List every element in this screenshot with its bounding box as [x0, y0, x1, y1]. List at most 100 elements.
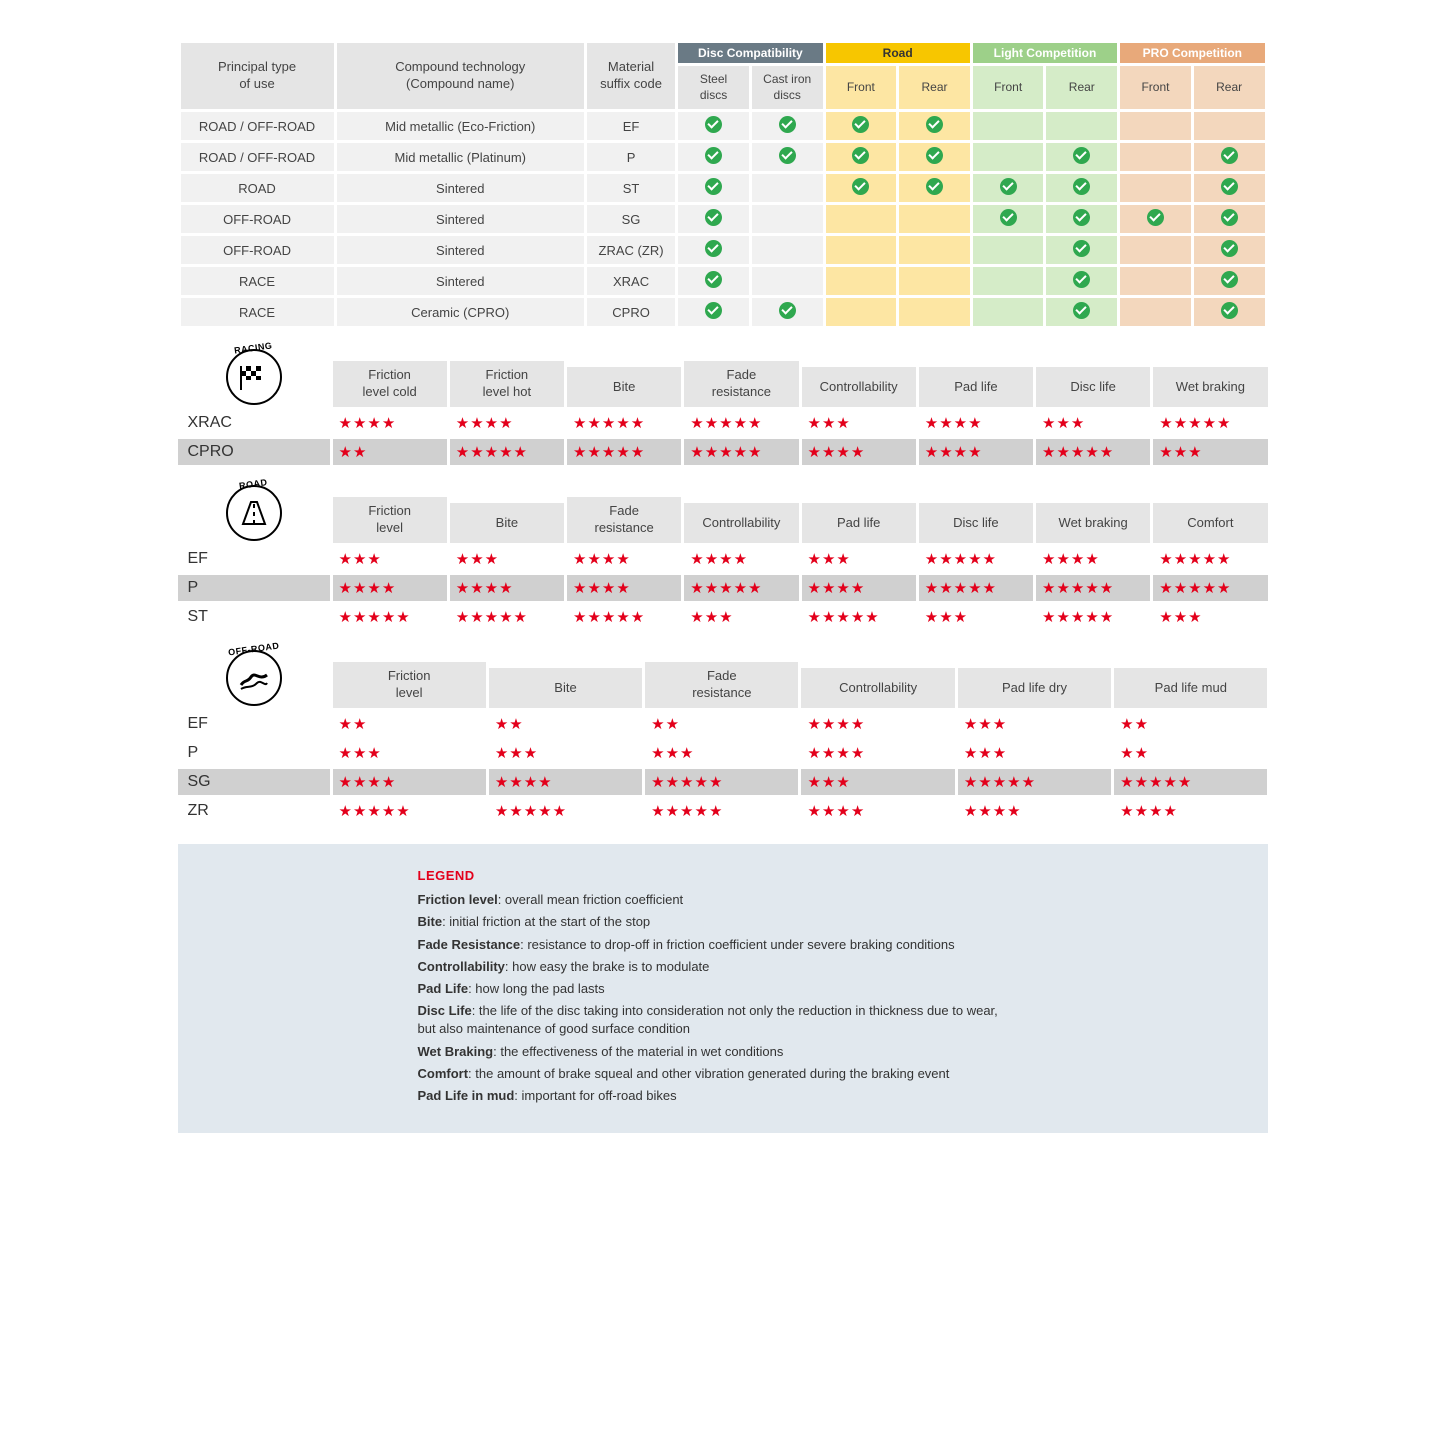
cell-compound: Sintered: [337, 205, 584, 233]
cell-mark: [1194, 205, 1265, 233]
cell-mark: [899, 143, 970, 171]
cell-mark: [973, 143, 1044, 171]
check-icon: [1000, 178, 1017, 195]
check-icon: [926, 116, 943, 133]
rating-label: P: [178, 575, 330, 601]
rating-label: CPRO: [178, 439, 330, 465]
rating-cell: ★★★: [489, 740, 642, 766]
cell-mark: [826, 236, 897, 264]
cell-mark: [752, 143, 823, 171]
star-icon: ★★★: [964, 744, 1007, 762]
rating-cell: ★★★★★: [333, 604, 447, 630]
star-icon: ★★★★★: [456, 608, 528, 626]
star-icon: ★★★★★: [339, 608, 411, 626]
rating-cell: ★★★: [958, 711, 1111, 737]
check-icon: [1073, 271, 1090, 288]
cell-mark: [752, 174, 823, 202]
rating-cell: ★★★★★: [567, 439, 681, 465]
check-icon: [852, 116, 869, 133]
rating-header: Bite: [450, 503, 564, 543]
rating-cell: ★★★★★: [1036, 604, 1150, 630]
star-icon: ★★★★★: [925, 579, 997, 597]
rating-label: EF: [178, 546, 330, 572]
star-icon: ★★★★★: [651, 773, 723, 791]
rating-cell: ★★★★★: [684, 575, 798, 601]
rating-header: Controllability: [802, 367, 916, 407]
cell-mark: [1194, 298, 1265, 326]
rating-cell: ★★★★: [801, 798, 954, 824]
cell-compound: Mid metallic (Eco-Friction): [337, 112, 584, 140]
rating-header: Pad life: [802, 503, 916, 543]
check-icon: [705, 302, 722, 319]
rating-row: EF★★★★★★★★★★★★★★★: [178, 711, 1268, 737]
cell-mark: [752, 298, 823, 326]
sub-header: Steeldiscs: [678, 66, 749, 109]
check-icon: [1073, 209, 1090, 226]
star-icon: ★★★★: [573, 579, 631, 597]
cell-mark: [678, 267, 749, 295]
rating-cell: ★★★★★: [919, 575, 1033, 601]
rating-cell: ★★★★: [919, 439, 1033, 465]
rating-header: Frictionlevel cold: [333, 361, 447, 407]
cell-mark: [1120, 174, 1191, 202]
star-icon: ★★★: [964, 715, 1007, 733]
rating-cell: ★★★★★: [450, 439, 564, 465]
star-icon: ★★★★★: [573, 443, 645, 461]
rating-cell: ★★★★★: [645, 769, 798, 795]
rating-cell: ★★★: [1153, 439, 1267, 465]
cell-mark: [1120, 267, 1191, 295]
cell-mark: [973, 205, 1044, 233]
check-icon: [926, 147, 943, 164]
rating-cell: ★★★: [333, 740, 486, 766]
star-icon: ★★★★★: [456, 443, 528, 461]
sub-header: Cast irondiscs: [752, 66, 823, 109]
rating-label: ZR: [178, 798, 330, 824]
star-icon: ★★★: [339, 744, 382, 762]
rating-header: Disc life: [1036, 367, 1150, 407]
rating-header: Controllability: [684, 503, 798, 543]
star-icon: ★★★★★: [1120, 773, 1192, 791]
star-icon: ★★★★: [1120, 802, 1178, 820]
cell-code: ZRAC (ZR): [587, 236, 675, 264]
rating-cell: ★★★★★: [567, 410, 681, 436]
rating-header: Wet braking: [1153, 367, 1267, 407]
rating-section: ROADFrictionlevelBiteFaderesistanceContr…: [178, 483, 1268, 630]
check-icon: [705, 271, 722, 288]
group-disc: Disc Compatibility: [678, 43, 822, 63]
star-icon: ★★: [1120, 715, 1149, 733]
legend-item: Bite: initial friction at the start of t…: [418, 913, 1244, 931]
cell-mark: [826, 298, 897, 326]
compatibility-table: Principal typeof use Compound technology…: [178, 40, 1268, 329]
rating-cell: ★★★★★: [333, 798, 486, 824]
star-icon: ★★★: [1159, 608, 1202, 626]
star-icon: ★★★: [1042, 414, 1085, 432]
rating-label: XRAC: [178, 410, 330, 436]
check-icon: [705, 209, 722, 226]
rating-cell: ★★★★★: [684, 439, 798, 465]
rating-cell: ★★: [333, 711, 486, 737]
star-icon: ★★★: [808, 414, 851, 432]
sub-header: Front: [826, 66, 897, 109]
cell-compound: Ceramic (CPRO): [337, 298, 584, 326]
rating-label: ST: [178, 604, 330, 630]
cell-code: P: [587, 143, 675, 171]
legend-item: Friction level: overall mean friction co…: [418, 891, 1244, 909]
check-icon: [1221, 178, 1238, 195]
cell-mark: [678, 236, 749, 264]
rating-cell: ★★★★★: [1114, 769, 1267, 795]
rating-header: Comfort: [1153, 503, 1267, 543]
rating-cell: ★★★: [802, 546, 916, 572]
category-icon: OFF-ROAD: [178, 648, 330, 708]
cell-mark: [678, 143, 749, 171]
rating-cell: ★★★★★: [450, 604, 564, 630]
rating-header: Faderesistance: [684, 361, 798, 407]
check-icon: [705, 116, 722, 133]
star-icon: ★★★★★: [925, 550, 997, 568]
cell-mark: [899, 236, 970, 264]
group-road: Road: [826, 43, 970, 63]
cell-code: EF: [587, 112, 675, 140]
rating-cell: ★★★★: [333, 575, 447, 601]
rating-cell: ★★★★: [489, 769, 642, 795]
star-icon: ★★★★★: [964, 773, 1036, 791]
cell-mark: [826, 112, 897, 140]
